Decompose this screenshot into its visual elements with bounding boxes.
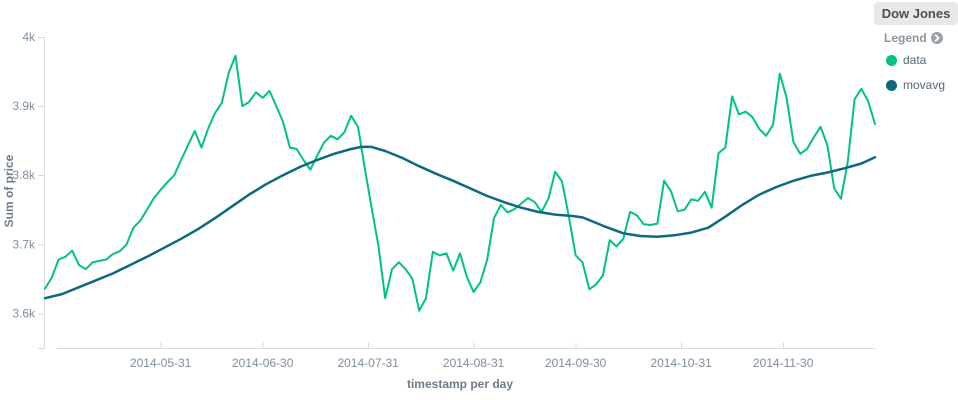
y-tick-label: 3.7k [12, 237, 36, 251]
x-tick-label: 2014-11-30 [753, 356, 814, 370]
x-tick-label: 2014-09-30 [545, 356, 607, 370]
y-axis-title: Sum of price [2, 154, 16, 228]
legend-label: Legend [884, 31, 927, 45]
x-tick-label: 2014-10-31 [650, 356, 712, 370]
y-tick-label: 3.8k [12, 168, 36, 182]
y-tick-label: 4k [22, 30, 36, 44]
legend-item-movavg[interactable]: movavg [886, 78, 958, 92]
data-series-swatch [886, 54, 897, 66]
legend-item-data[interactable]: data [886, 53, 958, 67]
chevron-circle-right-icon [930, 32, 943, 44]
panel-title: Dow Jones [874, 2, 958, 25]
y-tick-label: 3.6k [12, 306, 36, 320]
y-tick-label: 3.9k [12, 99, 36, 113]
x-tick-label: 2014-06-30 [232, 356, 294, 370]
legend-item-label: data [903, 53, 927, 67]
x-tick-label: 2014-08-31 [443, 356, 505, 370]
x-tick-label: 2014-07-31 [337, 356, 399, 370]
legend-item-label: movavg [903, 78, 946, 92]
movavg-series-swatch [886, 79, 897, 91]
legend-items: data movavg [880, 53, 958, 92]
movavg-series-line [43, 145, 877, 300]
legend-toggle[interactable]: Legend [880, 31, 958, 45]
x-tick-label: 2014-05-31 [130, 356, 192, 370]
data-series-line [44, 54, 876, 312]
legend: Legend data movavg [880, 31, 958, 103]
x-axis-title: timestamp per day [406, 377, 514, 391]
